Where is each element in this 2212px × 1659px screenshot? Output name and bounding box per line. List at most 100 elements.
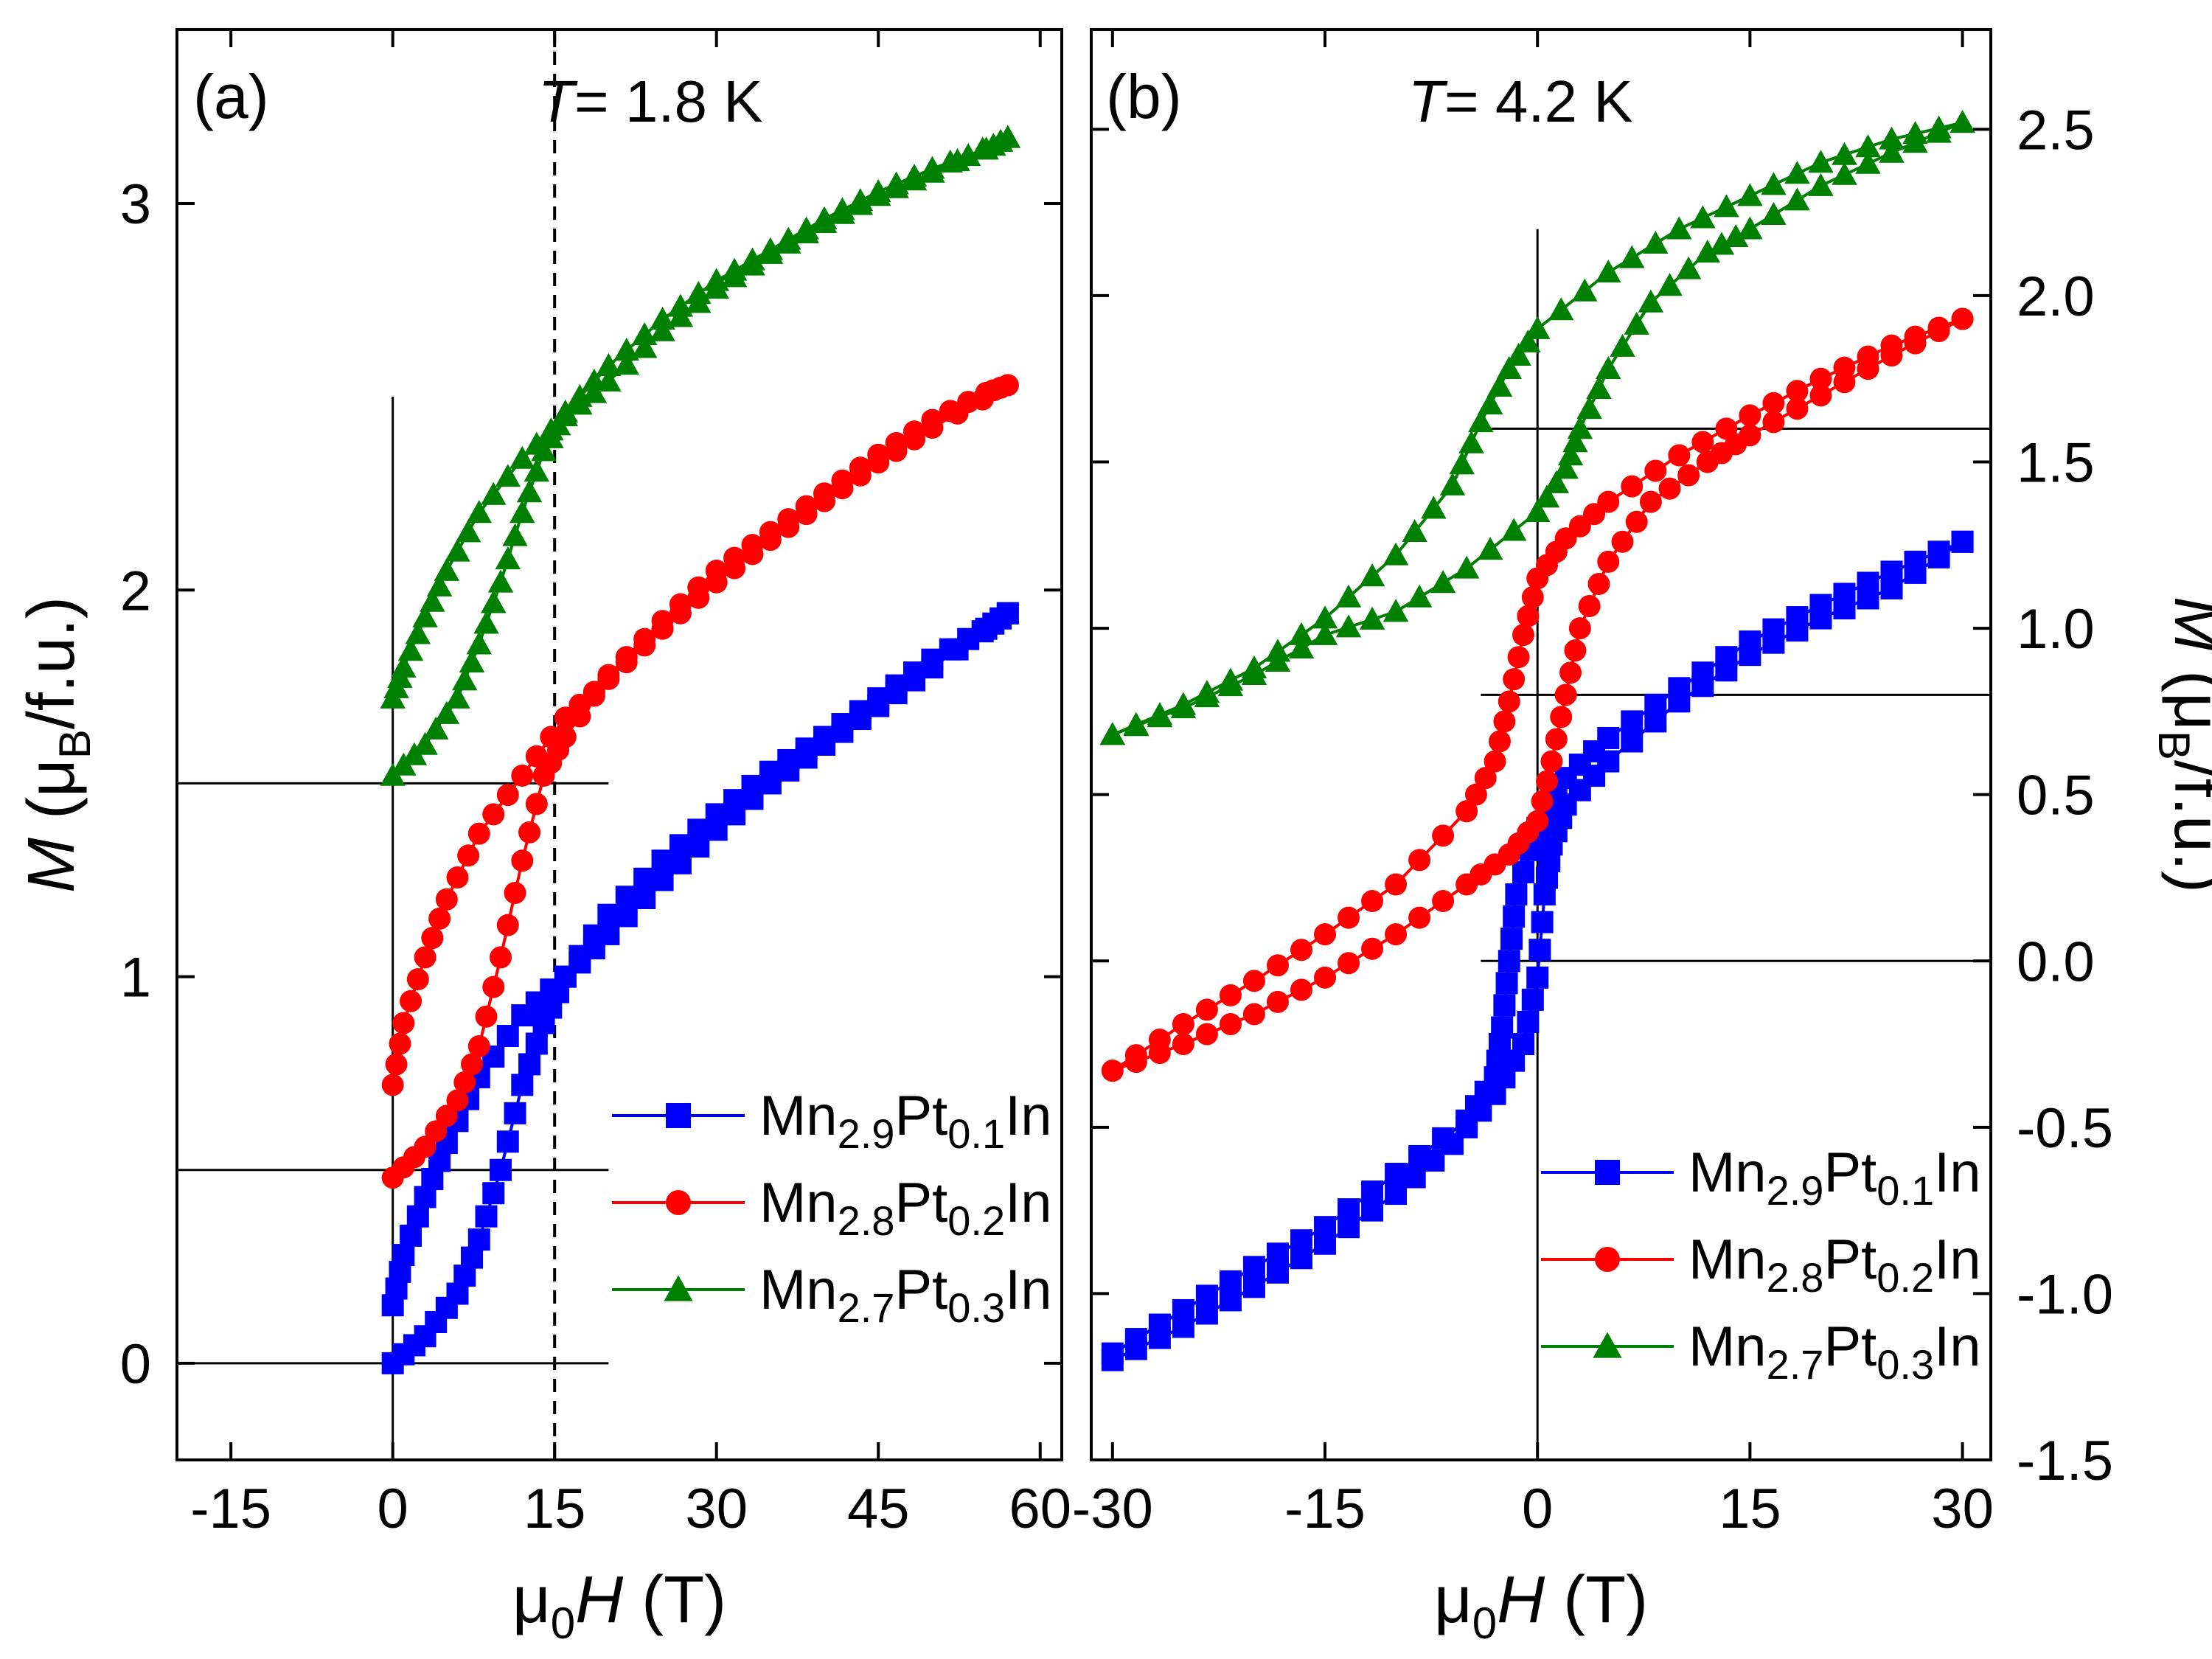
panel-b-series-0-up-line bbox=[1111, 540, 1964, 1362]
panel-b-series-2-down-point-0 bbox=[1950, 110, 1975, 133]
panel-b-series-2-up-point-21 bbox=[1553, 456, 1579, 479]
panel-a-series-2-down-point-32 bbox=[445, 538, 470, 562]
panel-b-series-1-up-point-14 bbox=[1432, 890, 1455, 913]
panel-a-series-2-down-point-26 bbox=[524, 431, 550, 455]
panel-a-series-0-down-point-37 bbox=[406, 1205, 429, 1228]
panel-b-legend-label-1: Mn2.8Pt0.2In bbox=[1688, 1228, 1981, 1301]
panel-b-series-0-up-point-23 bbox=[1521, 988, 1544, 1011]
panel-b-series-1-up-point-35 bbox=[1625, 510, 1648, 533]
panel-b-series-1-down-point-4 bbox=[1857, 345, 1879, 368]
panel-b-series-1-down-point-35 bbox=[1408, 849, 1431, 872]
panel-a-temperature: T= 1.8 K bbox=[538, 69, 763, 134]
panel-a-series-2-down-point-15 bbox=[703, 276, 729, 299]
panel-a-series-1-down-point-5 bbox=[885, 439, 908, 462]
panel-a-series-1-down-point-0 bbox=[996, 374, 1019, 397]
panel-a-series-2-down-point-29 bbox=[481, 481, 507, 505]
panel-a-series-1-down-point-4 bbox=[903, 428, 925, 451]
panel-b-series-2-down-point-14 bbox=[1619, 245, 1645, 268]
panel-b-series-1-down-point-36 bbox=[1385, 873, 1408, 896]
panel-a-series-2-down-point-1 bbox=[970, 136, 995, 160]
panel-b-series-1-down-point-23 bbox=[1517, 605, 1540, 627]
panel-b-series-2-down-point-8 bbox=[1761, 172, 1787, 195]
panel-a-series-1-up-point-9 bbox=[467, 1034, 490, 1057]
panel-a-series-2-down-point-7 bbox=[847, 192, 874, 215]
panel-b-series-1-down-point-7 bbox=[1786, 380, 1809, 403]
panel-a-series-1-down-point-41 bbox=[385, 1053, 408, 1076]
panel-a-series-2-down-point-6 bbox=[865, 183, 891, 206]
panel-b-series-0-up-point-11 bbox=[1361, 1199, 1384, 1222]
panel-b-series-1-down-point-29 bbox=[1488, 730, 1511, 753]
panel-b-series-1-up-point-36 bbox=[1639, 490, 1662, 513]
panel-b-series-1-down-point-24 bbox=[1512, 624, 1534, 647]
panel-b-y-tick-label-8: 2.5 bbox=[2017, 99, 2095, 161]
panel-b-series-0-down-point-45 bbox=[1242, 1256, 1265, 1279]
panel-a-series-2-down-point-16 bbox=[686, 290, 712, 313]
panel-b-y-tick-label-1: -1.0 bbox=[2017, 1263, 2113, 1326]
panel-a-series-2-up-point-15 bbox=[509, 500, 535, 524]
panel-b-series-2-up-point-18 bbox=[1524, 498, 1551, 522]
panel-a-series-1-up-point-17 bbox=[525, 793, 548, 815]
panel-a-series-2-down-point-31 bbox=[455, 519, 481, 543]
panel-a-series-2-down-point-8 bbox=[830, 201, 855, 224]
panel-a-y-tick-label-3: 3 bbox=[120, 173, 151, 236]
panel-b-series-0-down-point-43 bbox=[1290, 1229, 1312, 1252]
panel-a-series-1-up-point-3 bbox=[414, 1135, 437, 1158]
panel-b-series-1-down-point-38 bbox=[1338, 906, 1360, 929]
panel-b-series-0-down-point-48 bbox=[1172, 1298, 1194, 1321]
panel-b-series-1-down-point-33 bbox=[1455, 800, 1478, 823]
panel-a-series-2-down-point-28 bbox=[495, 464, 521, 487]
panel-a-series-1-up-point-10 bbox=[475, 1005, 498, 1028]
panel-a-series-2-down-point-9 bbox=[811, 209, 838, 233]
panel-a-series-0-up-point-14 bbox=[504, 1102, 526, 1124]
panel-b-series-2-up-point-17 bbox=[1500, 518, 1527, 541]
panel-b-series-0-down-point-46 bbox=[1219, 1270, 1242, 1293]
panel-b-y-tick-label-4: 0.5 bbox=[2017, 765, 2095, 827]
panel-b-legend-label-2: Mn2.7Pt0.3In bbox=[1688, 1315, 1981, 1388]
panel-b-series-1-up-point-25 bbox=[1545, 728, 1568, 751]
panel-b-series-1-up-point-5 bbox=[1219, 1012, 1242, 1035]
panel-b-series-1-down-point-40 bbox=[1290, 939, 1312, 961]
panel-b-series-0-down-point-13 bbox=[1644, 693, 1667, 716]
panel-b-series-1-up-point-42 bbox=[1739, 424, 1761, 447]
panel-b-series-0-up-point-25 bbox=[1528, 939, 1551, 961]
panel-b-series-0-down-point-0 bbox=[1951, 530, 1974, 553]
panel-a-y-tick-label-0: 0 bbox=[120, 1333, 151, 1396]
panel-a-series-1-down-point-27 bbox=[511, 764, 534, 787]
panel-a-series-1-down-point-23 bbox=[568, 693, 591, 716]
panel-b-series-1-up-point-31 bbox=[1578, 595, 1601, 618]
panel-b-series-2-down-point-37 bbox=[1217, 667, 1244, 691]
panel-b-series-2-down-point-13 bbox=[1643, 230, 1669, 254]
panel-a-series-2-down-point-11 bbox=[776, 230, 801, 254]
panel-b-series-2-down-point-7 bbox=[1784, 161, 1810, 184]
panel-b-series-1-up-point-9 bbox=[1314, 966, 1337, 989]
panel-b-series-2-up-point-23 bbox=[1562, 429, 1588, 453]
panel-a-series-0-up-point-15 bbox=[511, 1074, 534, 1096]
panel-b-y-axis-title: M (μB/f.u.) bbox=[2149, 597, 2212, 893]
panel-a-series-2 bbox=[380, 125, 1021, 786]
panel-b-series-1-down-point-44 bbox=[1195, 998, 1218, 1021]
panel-a-series-0-up-point-13 bbox=[496, 1130, 519, 1153]
panel-a-series-2-up-point-12 bbox=[487, 569, 514, 593]
panel-a-series-0-up-point-17 bbox=[525, 1032, 548, 1055]
panel-b-series-2-up-point-12 bbox=[1382, 599, 1409, 622]
panel-b-series-0-down-point-6 bbox=[1809, 594, 1832, 616]
panel-b-legend-marker-0 bbox=[1595, 1160, 1620, 1185]
panel-b-series-0-down-point-9 bbox=[1739, 630, 1761, 653]
panel-b-series-1-up-point-28 bbox=[1559, 661, 1582, 684]
panel-a-series-2-down-point-30 bbox=[466, 500, 493, 524]
panel-a-series-0-down-point-0 bbox=[996, 602, 1019, 625]
panel-a-series-0-up-point-11 bbox=[482, 1182, 505, 1205]
panel-b-series-1-down-point-10 bbox=[1715, 417, 1738, 440]
panel-a-series-2-down-point-21 bbox=[596, 368, 622, 392]
panel-b-series-2-up-point-31 bbox=[1657, 273, 1683, 296]
panel-b-series-1-down-point-41 bbox=[1266, 954, 1289, 977]
panel-a-series-1-down-point-34 bbox=[428, 907, 451, 930]
panel-a-legend-marker-2 bbox=[664, 1275, 693, 1301]
panel-b-y-tick-label-0: -1.5 bbox=[2017, 1430, 2113, 1492]
panel-b-series-1-up-point-6 bbox=[1242, 1003, 1265, 1026]
panel-a-series-2-down-point-12 bbox=[757, 240, 784, 264]
panel-a-series-2-up-point-11 bbox=[481, 590, 507, 613]
panel-b-series-2-up-point-34 bbox=[1708, 232, 1735, 255]
panel-b: -30 -15 0 15 30 -1.5 -1.0 -0.5 0.0 0.5 1.0 1.5 2.0 2.… bbox=[1072, 28, 2212, 1648]
panel-b-series-2-down-point-40 bbox=[1147, 702, 1173, 726]
